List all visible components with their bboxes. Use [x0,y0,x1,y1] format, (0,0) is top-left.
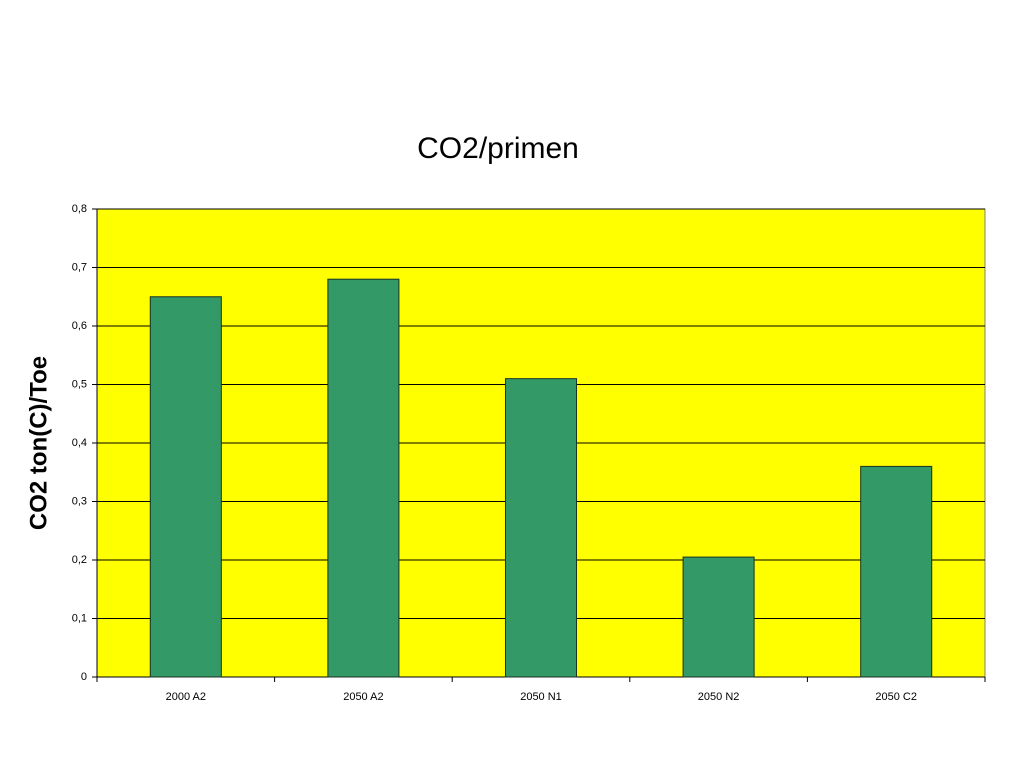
y-axis-label: CO2 ton(C)/Toe [25,356,52,530]
x-tick-label: 2050 A2 [343,691,383,703]
x-tick-label: 2050 N1 [520,691,562,703]
y-tick-label: 0,8 [72,203,87,215]
bar [149,296,222,678]
chart-title: CO2/primen [417,132,579,165]
y-tick-label: 0,7 [72,261,87,273]
x-tick-label: 2050 N2 [698,691,740,703]
y-tick-label: 0,3 [72,495,87,507]
y-tick-label: 0 [81,671,87,683]
y-tick-label: 0,5 [72,378,87,390]
bar [682,556,755,678]
y-tick-label: 0,4 [72,437,87,449]
bar [504,378,578,678]
bar [327,278,400,678]
bar [860,465,933,678]
x-tick-label: 2050 C2 [875,691,917,703]
y-tick-label: 0,1 [72,612,87,624]
x-tick-label: 2000 A2 [166,691,206,703]
y-tick-label: 0,2 [72,554,87,566]
y-tick-label: 0,6 [72,320,87,332]
